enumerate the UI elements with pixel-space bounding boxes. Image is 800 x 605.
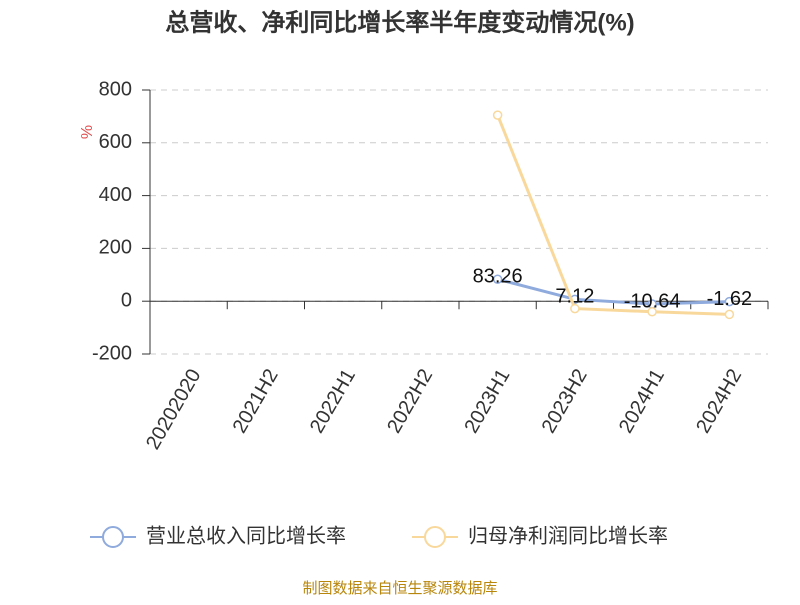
y-tick-label: 800 [99, 78, 132, 100]
x-tick-label: 2024H1 [615, 365, 669, 437]
chart-title: 总营收、净利同比增长率半年度变动情况(%) [165, 8, 634, 36]
point [724, 296, 735, 307]
y-tick-label: 0 [121, 289, 132, 311]
y-tick-label: 600 [99, 131, 132, 153]
y-tick-label: 200 [99, 237, 132, 259]
point [492, 110, 503, 120]
point [724, 309, 735, 320]
data-label: 83.26 [473, 266, 523, 288]
x-tick-label: 20202020 [142, 365, 206, 453]
legend-label: 营业总收入同比增长率 [146, 524, 346, 547]
data-label: 7.12 [555, 286, 594, 308]
series-line [496, 114, 730, 316]
y-tick-label: 400 [99, 184, 132, 206]
series-line [497, 277, 730, 306]
data-label: -10.64 [624, 290, 681, 312]
y-axis-label: % [79, 125, 96, 139]
data-label: -1.62 [707, 288, 753, 310]
x-tick-label: 2022H1 [306, 365, 360, 437]
x-tick-label: 2023H1 [460, 365, 514, 437]
point [570, 303, 580, 314]
x-tick-label: 2021H2 [229, 365, 283, 437]
legend-label: 归母净利润同比增长率 [468, 524, 668, 547]
point [492, 274, 503, 284]
point [647, 307, 657, 317]
x-tick-label: 2024H2 [692, 365, 746, 437]
x-tick-label: 2023H2 [538, 365, 592, 437]
legend-marker [102, 526, 124, 548]
source-note: 制图数据来自恒生聚源数据库 [302, 580, 497, 597]
y-tick-label: -200 [92, 342, 132, 364]
x-tick-label: 2022H2 [383, 365, 437, 437]
legend-marker [424, 526, 446, 548]
